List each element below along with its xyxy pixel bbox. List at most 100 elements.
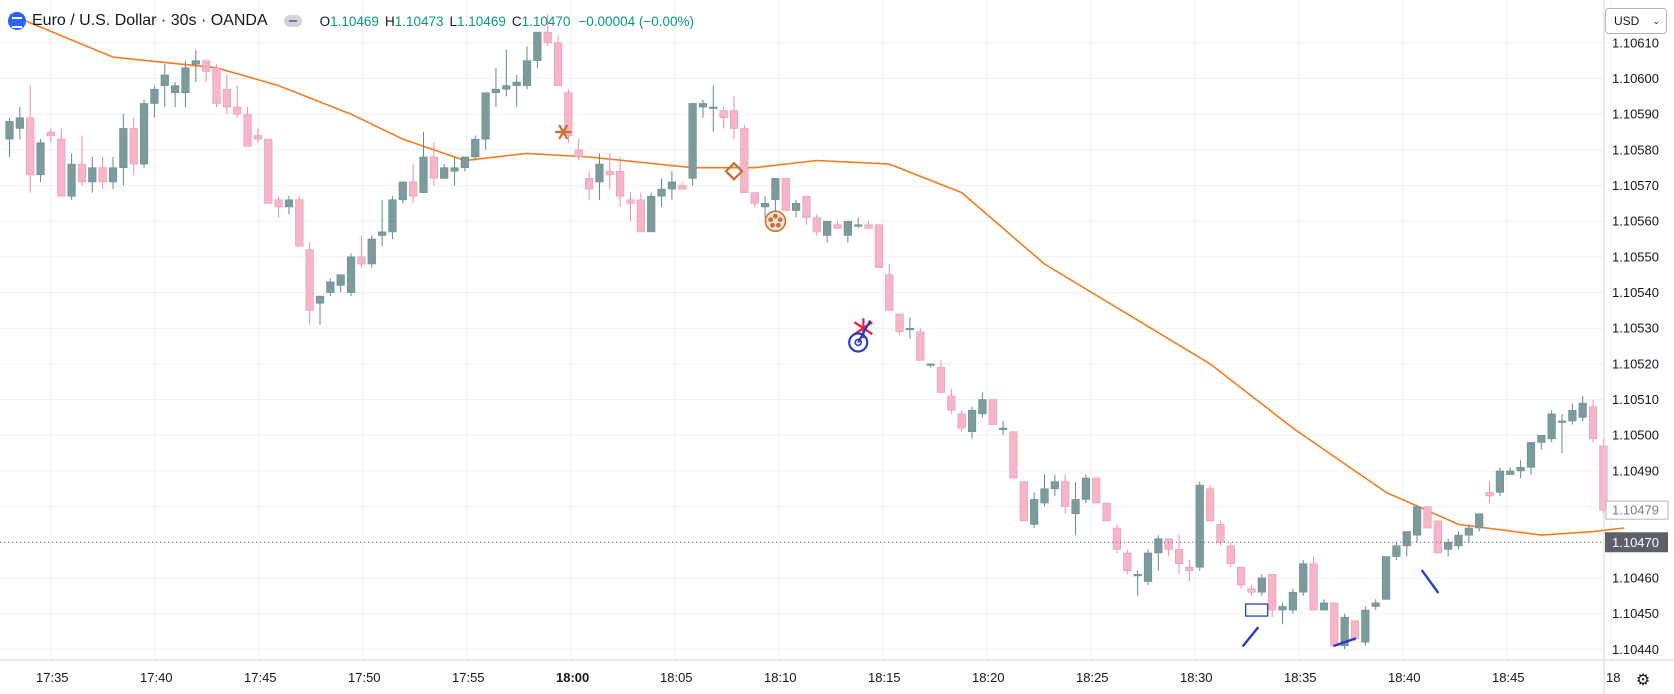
x-tick-label: 18:25: [1076, 670, 1109, 685]
candle-body: [1154, 538, 1163, 554]
candle: [947, 388, 956, 414]
candle: [1516, 460, 1525, 479]
candle-body: [1578, 402, 1587, 418]
candle-body: [243, 113, 252, 147]
candle: [636, 192, 645, 233]
candle-body: [771, 178, 780, 201]
gear-icon[interactable]: ⚙: [1635, 672, 1651, 689]
flower-petal: [775, 222, 781, 228]
candle: [688, 103, 697, 186]
grid-layer: [0, 0, 1612, 660]
symbol-title[interactable]: Euro / U.S. Dollar · 30s · OANDA: [32, 12, 268, 29]
candle: [1599, 438, 1608, 514]
candle: [802, 195, 811, 225]
candle: [481, 92, 490, 150]
candle-body: [1319, 602, 1329, 611]
x-tick-label: 18:20: [972, 670, 1005, 685]
candle: [595, 153, 604, 200]
candle: [150, 85, 159, 118]
candle: [1361, 606, 1370, 646]
candle: [315, 295, 325, 325]
candle-body: [129, 128, 138, 165]
candle: [885, 264, 894, 311]
candle-body: [1278, 606, 1287, 611]
candle-body: [191, 60, 200, 65]
circle-ring: [848, 332, 869, 353]
candle: [502, 49, 511, 97]
candle-body: [564, 92, 573, 136]
candle: [1299, 560, 1308, 596]
candle-body: [429, 156, 438, 179]
y-tick-label: 1.10500: [1612, 428, 1659, 443]
candle: [1174, 535, 1184, 575]
candle-body: [833, 224, 842, 229]
candle-body: [1506, 470, 1515, 475]
last-price-badge: [1605, 532, 1668, 553]
candle-body: [139, 103, 149, 165]
candle-body: [202, 60, 211, 72]
currency-label: USD: [1614, 14, 1640, 28]
x-tick-label: 17:50: [348, 670, 381, 685]
candle: [1371, 599, 1380, 611]
asterisk-marker: [555, 124, 572, 140]
candle: [1402, 531, 1411, 557]
y-tick-label: 1.10610: [1612, 35, 1659, 50]
candle: [1506, 467, 1515, 475]
candle-body: [1247, 588, 1256, 593]
candle: [1019, 481, 1028, 522]
candle-body: [1464, 527, 1473, 536]
candle: [388, 196, 397, 240]
candle-body: [1402, 531, 1411, 547]
candle-body: [791, 203, 801, 211]
candle-body: [1237, 566, 1246, 586]
prev-close-label: 1.10479: [1612, 503, 1659, 518]
candle-body: [1133, 574, 1142, 577]
candle-body: [367, 238, 376, 265]
candle: [191, 49, 200, 83]
candle-body: [843, 220, 852, 236]
flower-petal: [770, 222, 775, 228]
candle-body: [1226, 545, 1235, 564]
collapse-legend-icon[interactable]: [283, 15, 302, 27]
candle: [967, 406, 977, 439]
candle-body: [1537, 434, 1546, 443]
candle-body: [647, 195, 656, 233]
candle: [843, 220, 852, 243]
y-tick-label: 1.10460: [1612, 570, 1659, 585]
candle: [729, 96, 739, 140]
candle: [574, 139, 583, 161]
x-tick-label: 18:40: [1388, 670, 1421, 685]
candle-body: [305, 249, 314, 311]
currency-selector[interactable]: USD ⌄: [1605, 8, 1667, 34]
candle-body: [688, 103, 697, 179]
candle: [626, 192, 635, 222]
candle: [1547, 410, 1556, 443]
candle: [1330, 602, 1339, 647]
candle: [895, 313, 904, 336]
candle-body: [57, 138, 66, 197]
candle-body: [698, 103, 708, 108]
candle: [533, 31, 542, 68]
y-tick-label: 1.10510: [1612, 392, 1659, 407]
candle-body: [854, 224, 863, 227]
trend-segment: [1242, 626, 1259, 647]
candle: [419, 132, 428, 193]
candle: [812, 214, 821, 236]
candle: [77, 135, 87, 186]
candle-body: [26, 117, 35, 176]
candle-body: [522, 60, 532, 86]
candle: [57, 128, 66, 197]
candle: [440, 164, 449, 179]
candle-body: [709, 106, 718, 109]
candle-body: [916, 331, 925, 361]
candle-body: [357, 256, 366, 265]
close-label: C: [511, 13, 522, 29]
candle-body: [740, 128, 749, 193]
candle-body: [15, 117, 24, 129]
symbol-logo-icon[interactable]: [8, 12, 26, 30]
candle-body: [336, 274, 345, 286]
candle: [1319, 599, 1329, 611]
candle: [1557, 413, 1567, 454]
